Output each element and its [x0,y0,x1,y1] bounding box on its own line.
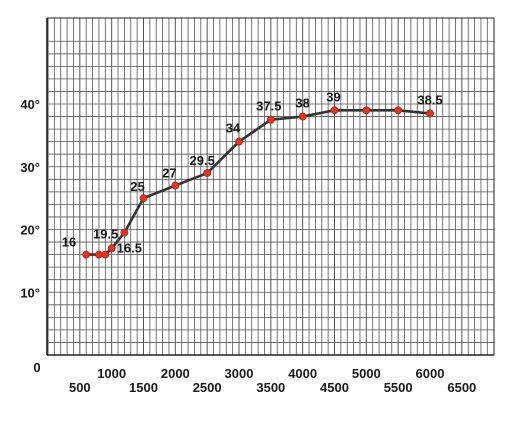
x-tick-label: 500 [69,380,91,395]
data-point [120,228,129,237]
data-labels: 16 19.516.5 25 27 29.5 34 37.5 38 39 38.5 [62,89,443,255]
data-point [203,169,212,177]
data-point [330,106,339,115]
data-point [298,112,307,121]
x-tick-labels: 0 1000 2000 3000 4000 5000 6000 500 1500 2500 3500… [33,360,476,395]
data-point [266,115,275,124]
data-label: 16.5 [117,240,142,255]
x-tick-label: 2000 [161,366,190,381]
data-label: 19.5 [93,226,118,241]
x-tick-label: 5000 [352,366,381,381]
data-point [362,106,371,115]
x-tick-label: 1500 [129,380,158,395]
data-point [101,250,110,259]
data-label: 25 [130,179,144,194]
x-tick-label: 0 [33,360,40,375]
grid [47,18,494,356]
data-point [394,106,403,115]
series-layer [82,106,434,259]
y-tick-label: 20° [20,223,40,238]
data-label: 39 [326,89,340,104]
data-label: 34 [226,121,241,136]
y-tick-label: 40° [20,97,40,112]
axes [46,17,495,356]
data-label: 38 [295,96,309,111]
data-label: 29.5 [190,153,215,168]
x-tick-label: 3500 [256,380,285,395]
data-point [426,109,434,118]
y-tick-label: 10° [20,285,40,300]
data-label: 16 [62,235,76,250]
data-label: 37.5 [256,99,281,114]
data-point [82,250,91,259]
x-tick-label: 4500 [320,380,349,395]
data-label: 38.5 [417,92,442,107]
data-point [107,244,116,253]
data-label: 27 [162,166,176,181]
x-tick-label: 6500 [447,380,476,395]
x-tick-label: 3000 [225,366,254,381]
data-point [171,181,180,190]
x-tick-label: 1000 [97,366,126,381]
data-point [235,137,243,146]
x-tick-label: 4000 [288,366,317,381]
x-tick-label: 6000 [416,366,445,381]
data-point [139,194,148,203]
x-tick-label: 2500 [193,380,222,395]
x-tick-label: 5500 [384,380,413,395]
y-tick-label: 30° [20,160,40,175]
y-tick-labels: 10° 20° 30° 40° [20,97,40,300]
